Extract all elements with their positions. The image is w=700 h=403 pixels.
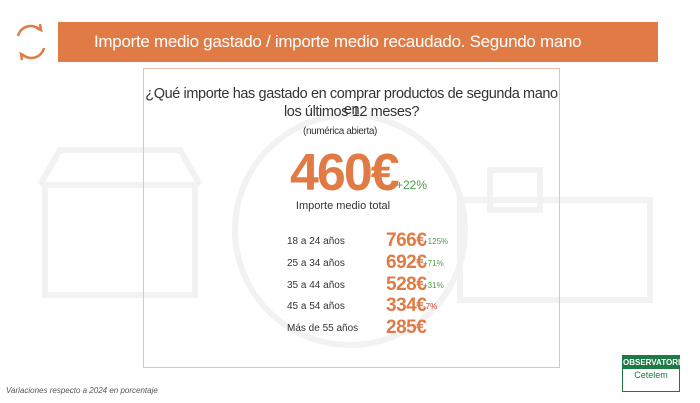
row-change: +31% — [423, 280, 444, 290]
total-change: +22% — [396, 178, 428, 192]
row-change: +125% — [423, 237, 449, 246]
row-label: 18 a 24 años — [287, 236, 345, 247]
row-change: -7% — [423, 302, 438, 312]
row-amount: 528€ — [386, 273, 427, 295]
row-label: Más de 55 años — [287, 323, 359, 335]
header-title: Importe medio gastado / importe medio re… — [58, 22, 658, 62]
content-box — [143, 68, 560, 368]
question-note: (numérica abierta) — [303, 126, 377, 137]
row-label: 45 a 54 años — [287, 301, 345, 313]
row-label: 35 a 44 años — [287, 279, 345, 291]
question-line: ¿Qué importe has gastado en comprar prod… — [145, 86, 558, 118]
row-change: +71% — [423, 258, 444, 268]
row-amount: 766€ — [386, 230, 427, 251]
logo: OBSERVATORIO Cetelem — [622, 355, 687, 392]
row-amount: 285€ — [386, 317, 427, 339]
total-label: Importe medio total — [295, 200, 391, 212]
row-amount: 692€ — [386, 251, 427, 273]
logo-brand: Cetelem — [634, 370, 668, 380]
row-amount: 334€ — [386, 295, 427, 317]
question-line: los últimos 12 meses? — [283, 104, 420, 120]
logo-name: OBSERVATORIO — [623, 356, 687, 369]
row-label: 25 a 34 años — [287, 257, 345, 269]
footer-note: Variaciones respecto a 2024 en porcentaj… — [6, 386, 158, 395]
total-amount: 460€ — [290, 144, 400, 202]
